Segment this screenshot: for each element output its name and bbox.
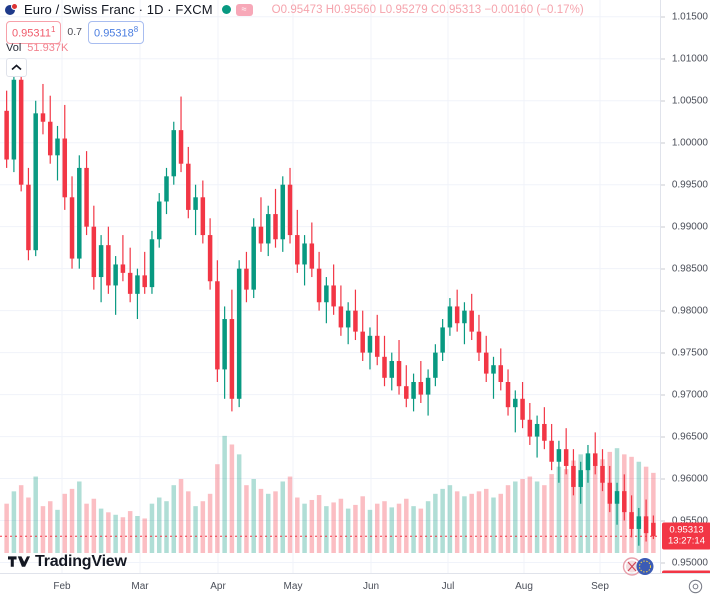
current-price-badge[interactable]: 0.95313 13:27:14 — [662, 522, 710, 550]
price-tick-label: 1.01000 — [661, 53, 710, 64]
time-tick-label: Mar — [131, 581, 149, 592]
time-tick-label: Aug — [515, 581, 533, 592]
price-tick-label: 0.95000 — [661, 557, 710, 568]
price-tick-label: 1.00000 — [661, 137, 710, 148]
gear-icon[interactable] — [688, 579, 703, 594]
price-tick-label: 0.99000 — [661, 221, 710, 232]
current-price-countdown: 13:27:14 — [668, 535, 705, 547]
chevron-up-icon — [11, 64, 22, 71]
time-tick-label: Jun — [362, 581, 380, 592]
time-axis[interactable]: Feb Mar Apr May Jun Jul Aug Sep — [0, 573, 710, 600]
price-tick-label: 0.96500 — [661, 431, 710, 442]
price-tick-label: 0.97500 — [661, 347, 710, 358]
price-tick-label: 0.99500 — [661, 179, 710, 190]
price-tick-label: 0.97000 — [661, 389, 710, 400]
price-tick-label: 0.98500 — [661, 263, 710, 274]
current-price-value: 0.95313 — [669, 524, 704, 536]
price-axis[interactable]: 1.01500 1.01000 1.00500 1.00000 0.99500 0.990… — [660, 0, 710, 585]
price-tick-label: 0.96000 — [661, 473, 710, 484]
chart-plot-area[interactable] — [0, 0, 660, 573]
price-tick-label: 1.01500 — [661, 11, 710, 22]
price-tick-label: 0.95500 — [661, 515, 710, 526]
time-tick-label: Apr — [210, 581, 226, 592]
collapse-pane-button[interactable] — [6, 58, 27, 77]
price-tick-label: 1.00500 — [661, 95, 710, 106]
time-tick-label: Feb — [53, 581, 71, 592]
chart-canvas[interactable] — [0, 0, 660, 573]
time-tick-label: Jul — [441, 581, 455, 592]
tradingview-logo-text: TradingView — [35, 553, 127, 570]
time-tick-label: May — [283, 581, 303, 592]
price-tick-label: 0.98000 — [661, 305, 710, 316]
tradingview-mark-icon — [8, 555, 30, 567]
time-tick-label: Sep — [591, 581, 609, 592]
tradingview-logo[interactable]: TradingView — [8, 554, 127, 570]
currency-pair-flags-icon — [622, 557, 654, 576]
